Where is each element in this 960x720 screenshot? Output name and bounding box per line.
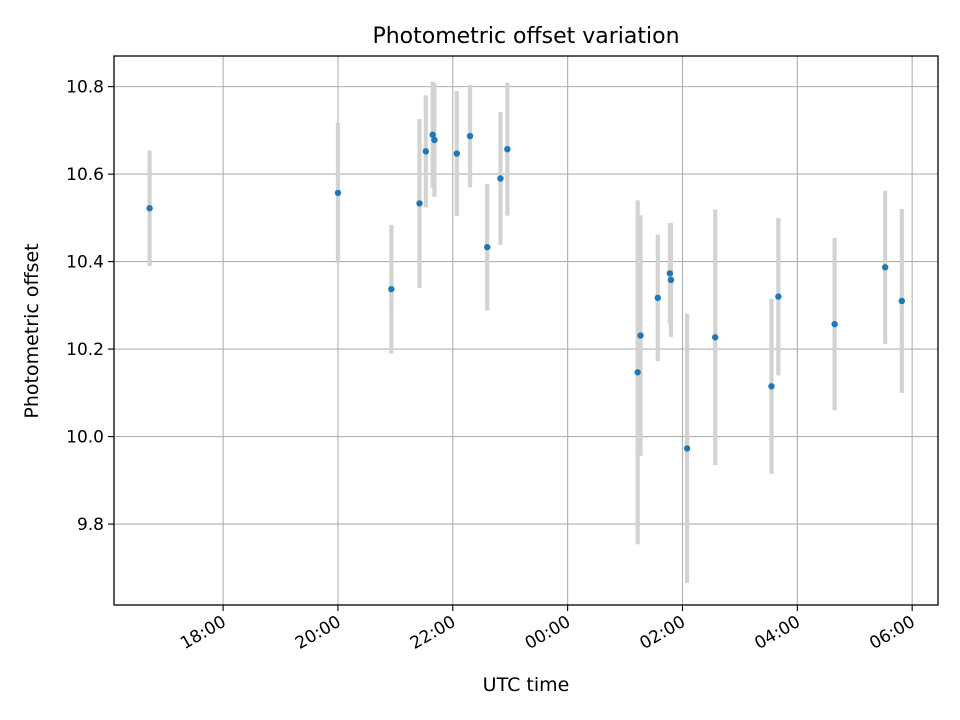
data-point: [634, 369, 641, 376]
data-point: [416, 200, 423, 207]
x-axis-label: UTC time: [483, 674, 570, 696]
y-tick-label: 10.6: [66, 165, 104, 185]
data-point: [429, 131, 436, 138]
data-point: [712, 334, 719, 341]
data-point: [334, 189, 342, 197]
data-point: [775, 293, 782, 300]
chart-title: Photometric offset variation: [372, 24, 679, 49]
data-point: [431, 136, 438, 144]
y-tick-label: 10.4: [66, 253, 104, 273]
data-point: [484, 243, 491, 251]
data-point: [666, 270, 674, 277]
data-point: [831, 320, 838, 328]
y-tick-label: 10.8: [66, 78, 104, 98]
data-point: [881, 264, 889, 271]
data-point: [453, 150, 461, 157]
y-axis-label: Photometric offset: [21, 243, 43, 418]
y-tick-label: 10.2: [66, 340, 104, 360]
y-tick-label: 9.8: [77, 515, 104, 535]
data-point: [497, 175, 504, 182]
data-points: [146, 131, 906, 452]
data-point: [422, 148, 429, 155]
data-point: [637, 332, 644, 339]
data-point: [667, 276, 675, 284]
plot-area-frame: [113, 55, 939, 606]
data-point: [898, 297, 906, 305]
grid: [114, 56, 938, 605]
data-point: [654, 294, 661, 302]
data-point: [768, 383, 775, 390]
data-point: [388, 285, 395, 293]
y-tick-label: 10.0: [66, 428, 104, 448]
data-point: [504, 145, 511, 153]
data-point: [146, 205, 153, 212]
data-point: [466, 132, 474, 140]
data-point: [683, 445, 691, 452]
